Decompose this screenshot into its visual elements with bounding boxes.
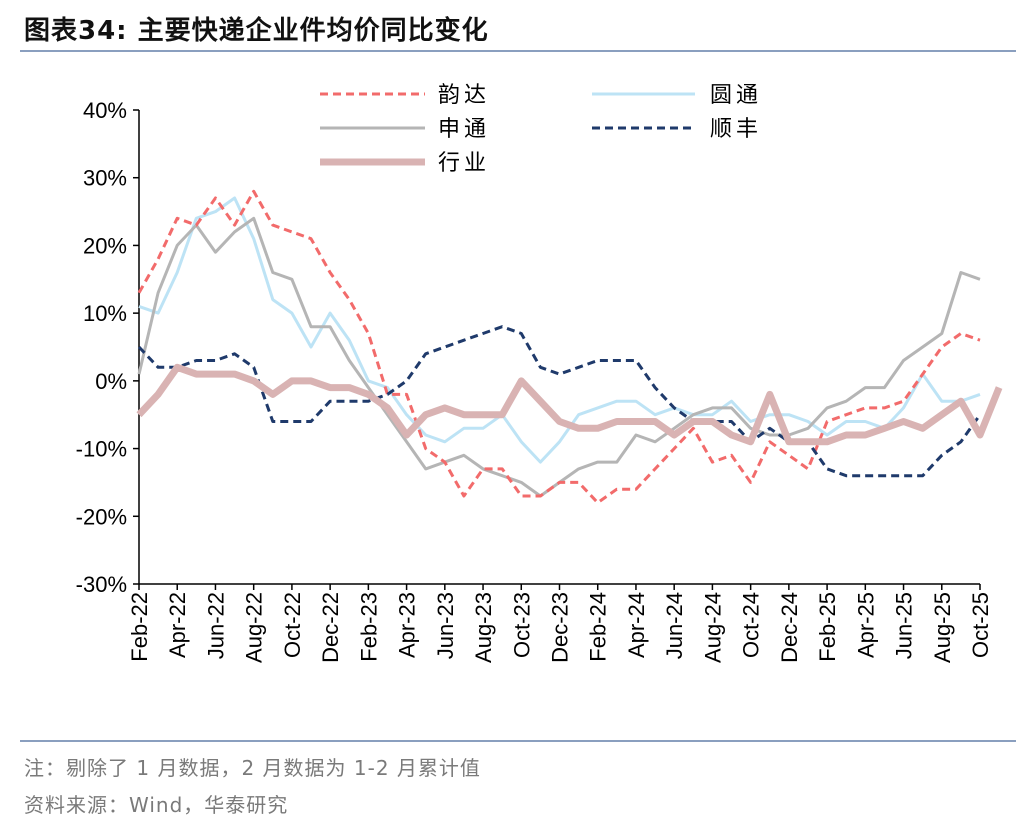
x-tick-label: Aug-24 xyxy=(700,592,725,663)
x-tick-label: Dec-22 xyxy=(318,592,343,663)
y-tick-label: -20% xyxy=(76,504,127,529)
x-tick-label: Aug-22 xyxy=(242,592,267,663)
series-line-5 xyxy=(136,363,1003,446)
x-tick-label: Jun-24 xyxy=(662,592,687,659)
y-tick-label: 30% xyxy=(83,166,127,191)
title-divider xyxy=(20,50,1016,52)
x-tick-label: Apr-23 xyxy=(395,592,420,658)
legend-label: 韵达 xyxy=(438,82,490,107)
source-note: 资料来源：Wind，华泰研究 xyxy=(24,793,289,817)
y-tick-label: -10% xyxy=(76,437,127,462)
x-tick-label: Jun-25 xyxy=(892,592,917,659)
x-axis: Feb-22 Apr-22 Jun-22 Aug-22 Oct-22 Dec-22 Feb-… xyxy=(127,583,993,663)
x-tick-label: Apr-24 xyxy=(624,592,649,658)
x-tick-label: Oct-23 xyxy=(509,592,534,658)
footnote: 注：剔除了 1 月数据，2 月数据为 1-2 月累计值 xyxy=(24,756,481,780)
series-line-1 xyxy=(137,189,981,505)
x-tick-label: Apr-22 xyxy=(165,592,190,658)
figure-title: 图表34: 主要快递企业件均价同比变化 xyxy=(24,16,489,46)
x-tick-label: Feb-23 xyxy=(356,592,381,662)
x-tick-label: Dec-23 xyxy=(548,592,573,663)
legend-label: 圆通 xyxy=(710,82,762,107)
x-tick-label: Apr-25 xyxy=(853,592,878,658)
x-tick-label: Aug-23 xyxy=(471,592,496,663)
footer-divider xyxy=(20,740,1016,742)
x-tick-label: Jun-23 xyxy=(433,592,458,659)
x-tick-label: Jun-22 xyxy=(203,592,228,659)
series-line-3 xyxy=(137,216,981,498)
series-line-2 xyxy=(138,196,981,464)
line-chart: 40% 30% 20% 10% 0% -10% -20% -30% Feb-22 Apr-22 J… xyxy=(76,82,1003,663)
x-tick-label: Dec-24 xyxy=(777,592,802,663)
x-tick-label: Aug-25 xyxy=(930,592,955,663)
series-line-4 xyxy=(137,325,982,478)
y-tick-label: -30% xyxy=(76,572,127,597)
y-tick-label: 10% xyxy=(83,301,127,326)
legend-label: 行业 xyxy=(438,150,490,175)
x-tick-label: Feb-25 xyxy=(815,592,840,662)
y-tick-label: 20% xyxy=(83,233,127,258)
legend-label: 申通 xyxy=(438,116,490,141)
x-tick-label: Feb-22 xyxy=(127,592,152,662)
x-tick-label: Oct-25 xyxy=(968,592,993,658)
legend-label: 顺丰 xyxy=(710,116,762,141)
x-tick-label: Oct-22 xyxy=(280,592,305,658)
series-layer xyxy=(136,189,1003,505)
x-tick-label: Feb-24 xyxy=(586,592,611,662)
y-axis: 40% 30% 20% 10% 0% -10% -20% -30% xyxy=(76,98,140,597)
y-tick-label: 0% xyxy=(95,369,127,394)
x-tick-label: Oct-24 xyxy=(739,592,764,658)
y-tick-label: 40% xyxy=(83,98,127,123)
